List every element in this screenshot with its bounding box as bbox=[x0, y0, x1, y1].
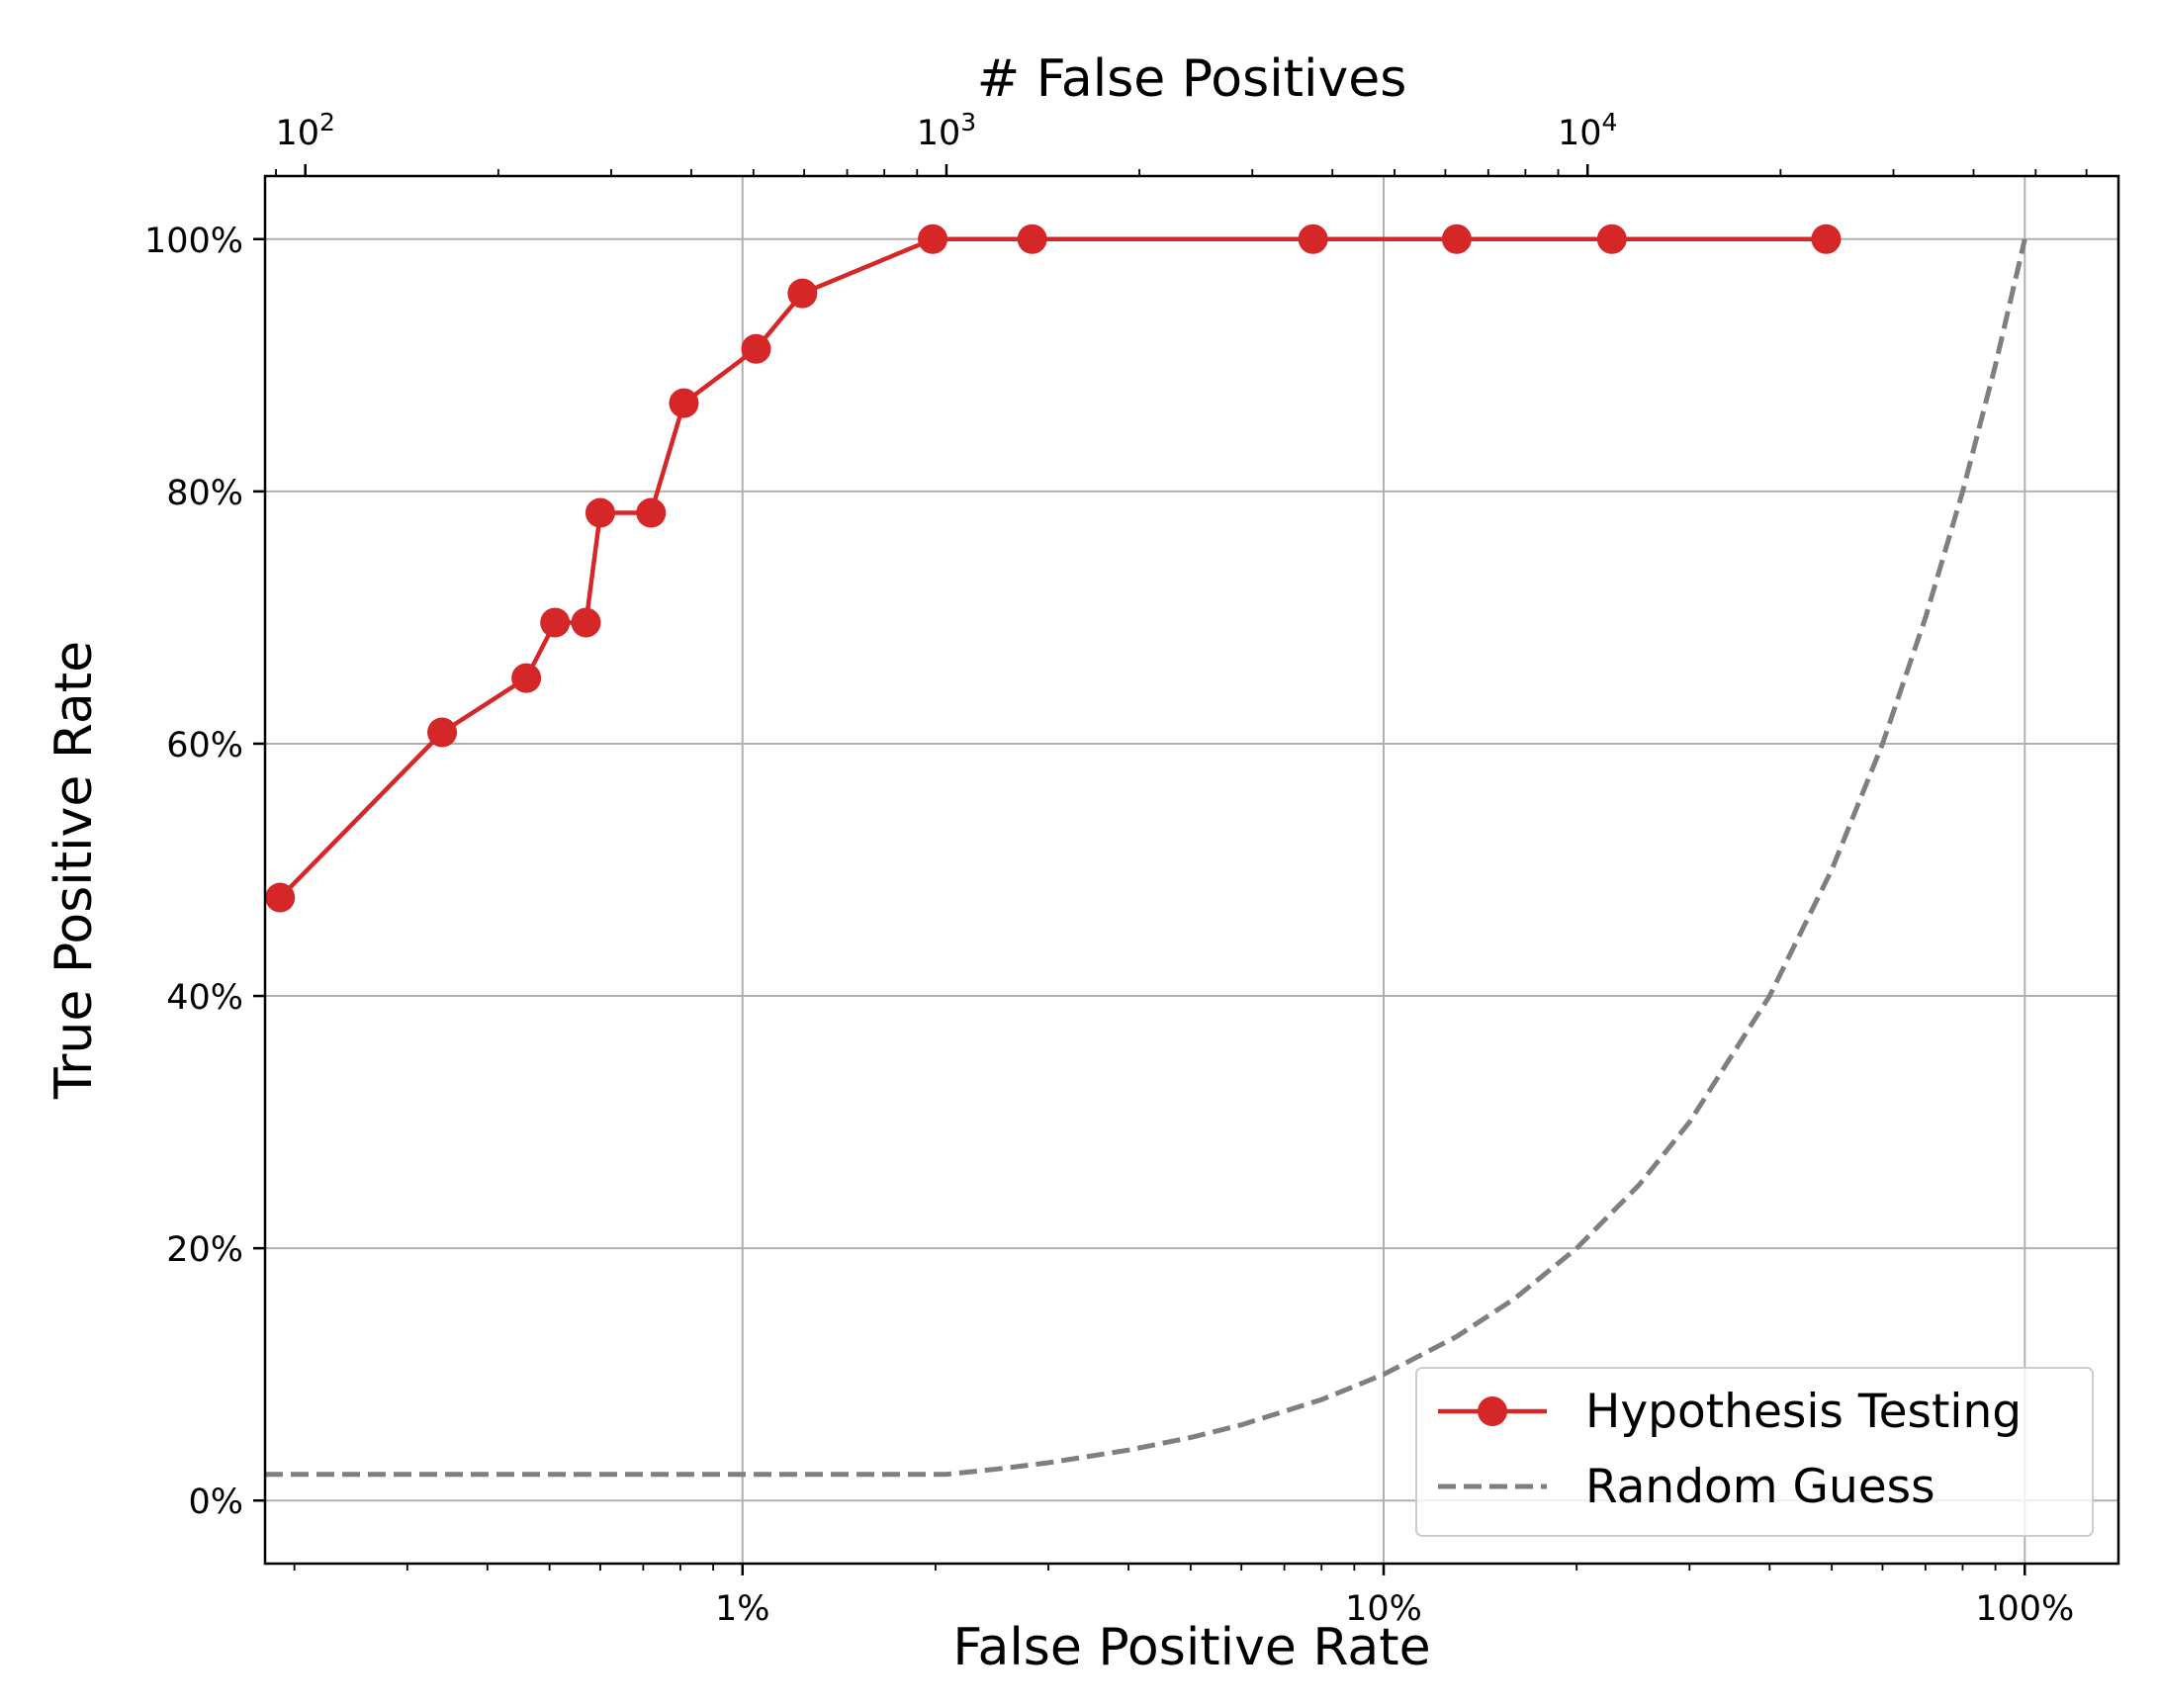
minor-ticks bbox=[275, 169, 2088, 1571]
top-x-tick-base: 10 bbox=[917, 114, 961, 153]
data-point-hypothesis-testing bbox=[511, 663, 542, 693]
series-layer bbox=[265, 224, 2027, 1478]
data-point-hypothesis-testing bbox=[1811, 224, 1842, 254]
top-x-tick-label: 102 bbox=[275, 108, 334, 153]
y-tick-label: 40% bbox=[166, 978, 243, 1018]
data-point-hypothesis-testing bbox=[918, 224, 948, 254]
data-point-hypothesis-testing bbox=[741, 333, 771, 364]
x-axis-title: False Positive Rate bbox=[952, 1618, 1430, 1677]
data-point-hypothesis-testing bbox=[585, 497, 615, 528]
data-point-hypothesis-testing bbox=[540, 607, 571, 638]
series-line-hypothesis-testing bbox=[278, 236, 1827, 900]
x-tick-label: 10% bbox=[1345, 1589, 1422, 1629]
major-ticks bbox=[253, 164, 2026, 1575]
legend-box bbox=[1415, 1367, 2094, 1537]
legend-label-random-guess: Random Guess bbox=[1585, 1460, 1935, 1514]
data-point-hypothesis-testing bbox=[1298, 224, 1328, 254]
y-tick-label: 60% bbox=[166, 726, 243, 765]
top-x-tick-exponent: 4 bbox=[1602, 108, 1618, 136]
data-point-hypothesis-testing bbox=[427, 717, 458, 748]
data-point-hypothesis-testing bbox=[1441, 224, 1472, 254]
data-point-hypothesis-testing bbox=[1596, 224, 1627, 254]
series-line-random-guess bbox=[265, 238, 2027, 1478]
top-x-tick-base: 10 bbox=[275, 114, 319, 153]
legend-marker-hypothesis-testing bbox=[1478, 1396, 1507, 1426]
top-x-tick-exponent: 2 bbox=[319, 108, 335, 136]
y-tick-label: 100% bbox=[144, 222, 243, 261]
tick-labels: 1% 10% 100%0%20%40%60%80%100%102 103 104 bbox=[144, 108, 2074, 1629]
data-point-hypothesis-testing bbox=[669, 388, 699, 418]
top-x-tick-exponent: 3 bbox=[960, 108, 976, 136]
plot-frame bbox=[263, 174, 2120, 1566]
data-point-hypothesis-testing bbox=[265, 882, 296, 913]
legend-label-hypothesis-testing: Hypothesis Testing bbox=[1585, 1385, 2022, 1439]
data-point-hypothesis-testing bbox=[636, 497, 667, 528]
data-point-hypothesis-testing bbox=[571, 607, 601, 638]
grid bbox=[265, 176, 2118, 1564]
x-tick-label: 1% bbox=[715, 1589, 770, 1629]
top-x-axis-title: # False Positives bbox=[977, 49, 1407, 109]
y-tick-label: 80% bbox=[166, 474, 243, 513]
top-x-tick-label: 103 bbox=[917, 108, 976, 153]
legend: Hypothesis Testing Random Guess bbox=[1415, 1367, 2094, 1537]
y-tick-label: 0% bbox=[188, 1483, 243, 1522]
top-x-tick-label: 104 bbox=[1558, 108, 1617, 153]
x-tick-label: 100% bbox=[1975, 1589, 2074, 1629]
y-axis-title: True Positive Rate bbox=[45, 641, 104, 1100]
top-x-tick-base: 10 bbox=[1558, 114, 1602, 153]
y-tick-label: 20% bbox=[166, 1230, 243, 1270]
data-point-hypothesis-testing bbox=[1017, 224, 1047, 254]
data-point-hypothesis-testing bbox=[787, 278, 818, 309]
